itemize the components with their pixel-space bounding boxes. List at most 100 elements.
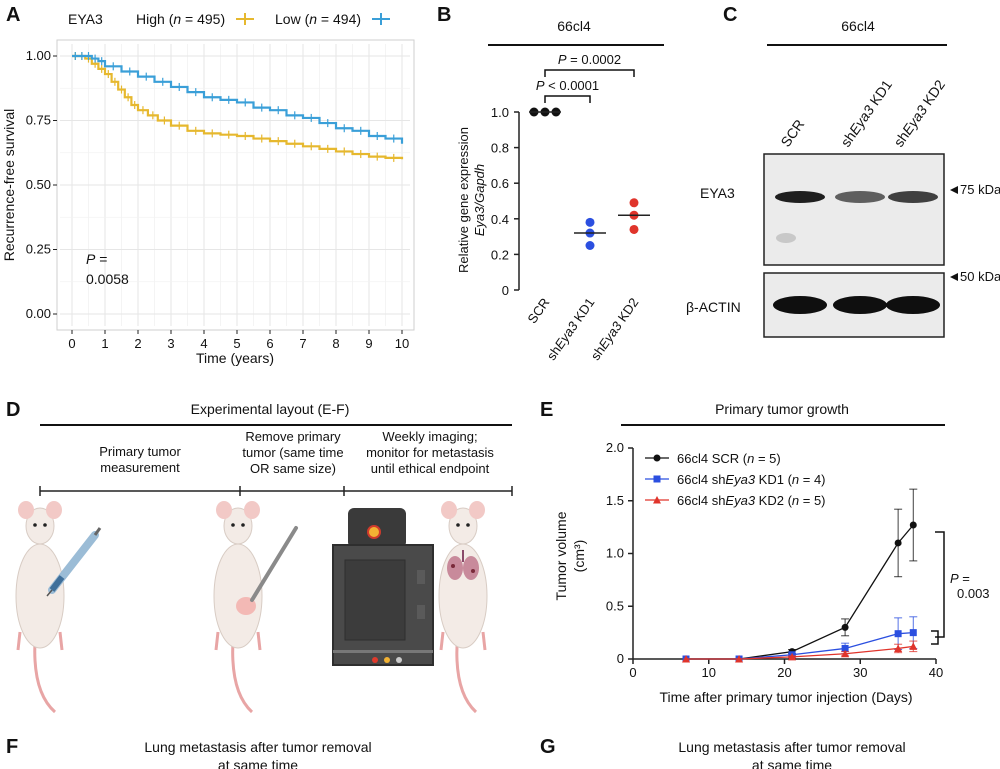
panel-label-g: G [540,736,556,758]
p-value-label-e: P = [950,571,970,586]
panel-f-title-2: at same time [218,757,298,769]
y-tick-label: 1.0 [491,105,509,120]
y-tick-label: 0.5 [606,598,624,613]
legend-marker [653,475,661,483]
panel-label-f: F [6,736,18,758]
svg-text:monitor for metastasis: monitor for metastasis [366,445,494,460]
x-tick-label: SCR [524,295,552,326]
series-line [686,631,914,660]
x-tick-label: 8 [332,336,339,351]
comparison-bracket-kd1 [544,95,591,103]
legend-marker [653,454,661,462]
blot-label-eya3: EYA3 [700,185,735,201]
comparison-bracket-kd2 [544,69,635,77]
y-tick-label: 0.6 [491,176,509,191]
legend-label: 66cl4 shEya3 KD2 (n = 5) [677,493,826,508]
band-eya3 [775,191,825,203]
x-tick-label: 6 [266,336,273,351]
svg-text:Weekly imaging;: Weekly imaging; [382,429,477,444]
x-tick-label: 10 [702,665,716,680]
y-axis-label-b-1: Relative gene expression [456,127,471,273]
svg-text:Primary tumor: Primary tumor [99,444,181,459]
x-tick-label: 20 [777,665,791,680]
panel-g-title-1: Lung metastasis after tumor removal [678,739,905,755]
x-tick-label: 4 [200,336,207,351]
y-tick-label: 0 [617,651,624,666]
y-tick-label: 2.0 [606,440,624,455]
panel-b-title: 66cl4 [557,18,591,34]
panel-label-d: D [6,399,20,421]
p-value-label-a: P = [86,251,107,267]
lungs-icon [447,550,479,580]
x-tick-label: 10 [395,336,409,351]
scalpel-icon [250,526,298,602]
band-smear [776,233,796,243]
lane-label: shEya3 KD2 [890,77,948,150]
tumor-growth-plot: 0 10 20 30 40 0 0.5 1.0 1.5 2.0 66cl4 SCR (n = 5)… [553,440,990,705]
x-tick-label: 40 [929,665,943,680]
data-point-kd1 [585,217,595,227]
mouse-lung-illustration [438,501,488,714]
data-point-kd1 [585,241,595,250]
y-axis-label-e-2: (cm³) [571,540,587,573]
syringe-icon [46,527,102,597]
survival-curve-high [72,54,404,160]
y-axis-label-e-1: Tumor volume [553,511,569,600]
panel-c-title: 66cl4 [841,18,875,34]
legend-low-marker [372,13,390,25]
blot-eya3-membrane [763,153,945,266]
svg-text:measurement: measurement [100,460,180,475]
comparison-bracket-kd1-label: P < 0.0001 [536,78,599,93]
marker-arrow-50 [950,273,958,281]
series-line [686,645,914,660]
x-tick-label: 1 [101,336,108,351]
y-tick-label: 0 [502,283,509,298]
x-axis-label-e: Time after primary tumor injection (Days… [659,689,912,705]
y-tick-label: 0.25 [26,242,51,257]
y-tick-label: 1.0 [606,546,624,561]
marker-75kda: 75 kDa [960,182,1000,197]
data-point [841,623,849,631]
survival-plot: 0 1 2 3 4 5 6 7 8 9 10 0.00 0.25 0.50 0.75 1.00 Time (y… [1,39,415,366]
data-point [894,630,902,638]
comparison-bracket-kd2-label: P = 0.0002 [558,52,621,67]
x-tick-label: 9 [365,336,372,351]
timeline [39,486,513,496]
data-point [894,539,902,547]
x-axis-label-a: Time (years) [196,350,274,366]
data-point [909,521,917,529]
legend-high-label: High (n = 495) [136,11,225,27]
x-tick-label: 2 [134,336,141,351]
data-point-kd2 [629,198,639,208]
blot-label-actin: β-ACTIN [686,299,741,315]
panel-label-e: E [540,399,553,421]
y-tick-label: 1.00 [26,48,51,63]
x-tick-label: 3 [167,336,174,351]
panel-label-a: A [6,4,20,26]
x-tick-label: 0 [68,336,75,351]
layout-step-3: Weekly imaging; monitor for metastasis u… [366,429,494,476]
data-point [909,642,918,650]
y-tick-label: 0.4 [491,212,509,227]
p-value-e: 0.003 [957,586,990,601]
band-actin [833,296,887,314]
band-eya3 [888,191,938,203]
mouse-surgery-illustration [213,501,298,714]
lane-label: shEya3 KD1 [837,77,895,150]
data-point-kd2 [629,224,639,234]
marker-arrow-75 [950,186,958,194]
legend-label: 66cl4 shEya3 KD1 (n = 4) [677,472,826,487]
y-tick-label: 0.75 [26,113,51,128]
legend-a: EYA3 High (n = 495) Low (n = 494) [68,11,390,27]
svg-text:Remove primary: Remove primary [245,429,341,444]
data-point [894,644,903,652]
svg-text:until ethical endpoint: until ethical endpoint [371,461,490,476]
band-actin [773,296,827,314]
y-axis-label-a: Recurrence-free survival [1,109,17,262]
data-point [841,644,849,652]
significance-bracket-e [931,531,945,645]
band-eya3 [835,191,885,203]
data-point [735,655,744,663]
y-tick-label: 1.5 [606,493,624,508]
x-tick-label: 5 [233,336,240,351]
